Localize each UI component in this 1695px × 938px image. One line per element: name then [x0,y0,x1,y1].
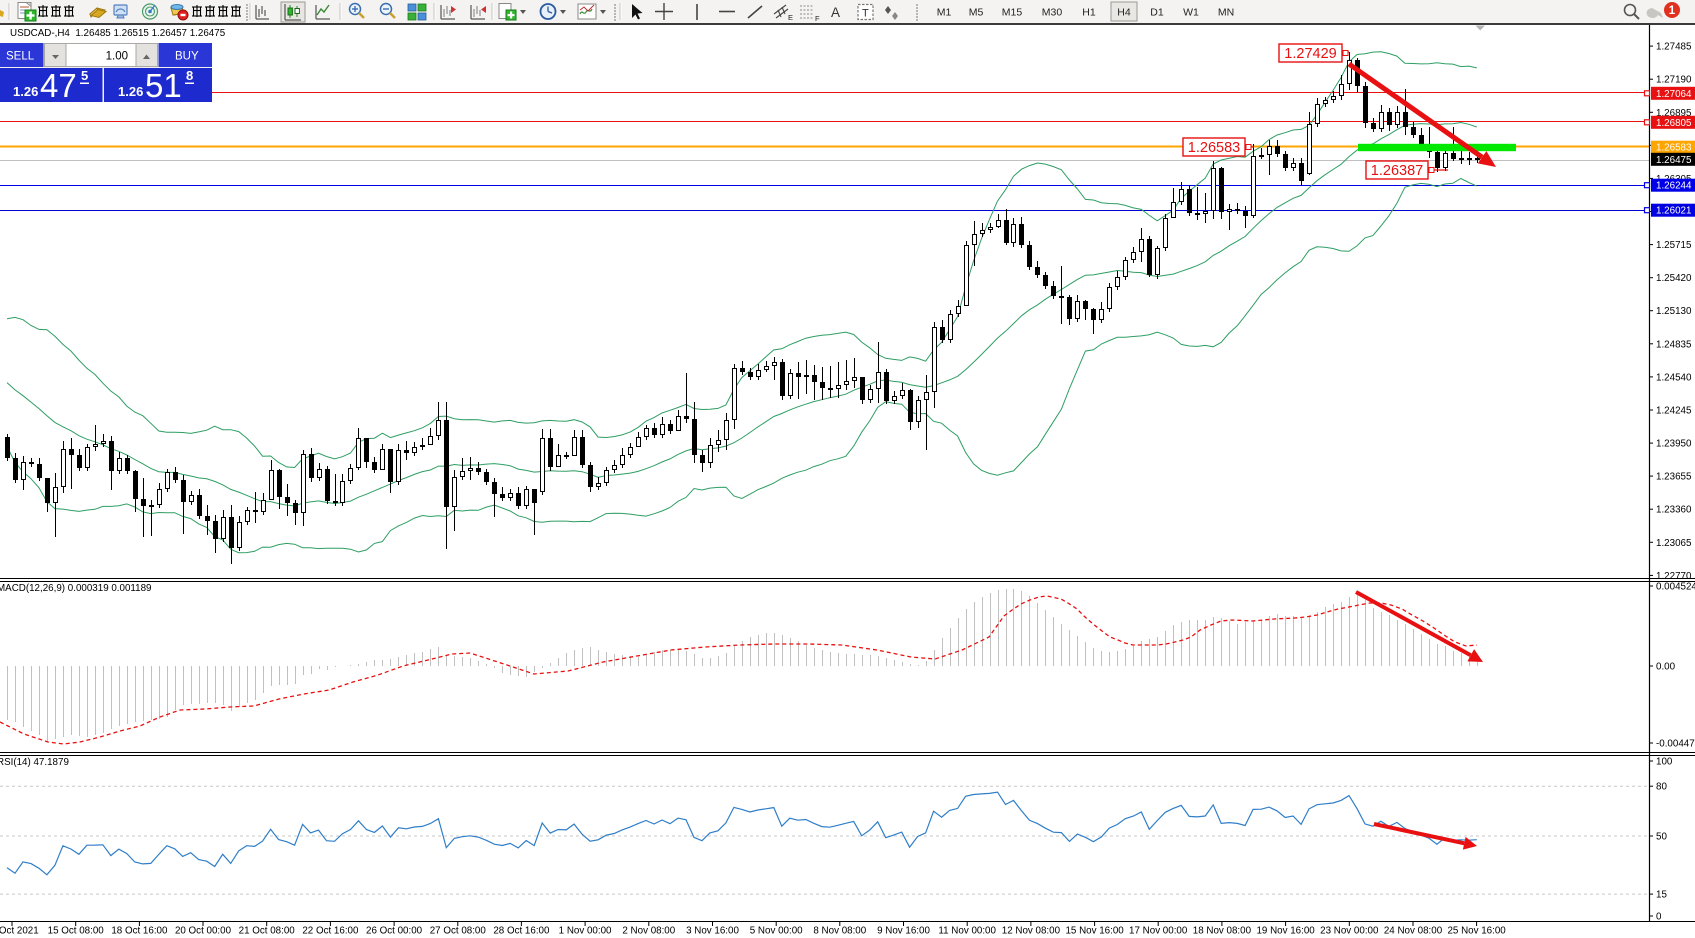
svg-text:1.24835: 1.24835 [1656,339,1692,350]
svg-text:F: F [815,14,820,23]
svg-text:17 Nov 00:00: 17 Nov 00:00 [1129,926,1188,937]
svg-text:24 Nov 08:00: 24 Nov 08:00 [1384,926,1443,937]
svg-text:1.26895: 1.26895 [1656,108,1692,119]
svg-text:1.24245: 1.24245 [1656,406,1692,417]
svg-text:1.24540: 1.24540 [1656,372,1692,383]
svg-text:15 Nov 16:00: 15 Nov 16:00 [1065,926,1124,937]
svg-text:100: 100 [1656,757,1673,768]
svg-text:12 Nov 08:00: 12 Nov 08:00 [1002,926,1061,937]
svg-text:1.26244: 1.26244 [1656,181,1692,192]
svg-text:3 Nov 16:00: 3 Nov 16:00 [686,926,739,937]
svg-text:1.27190: 1.27190 [1656,75,1692,86]
svg-text:1.27429: 1.27429 [1284,46,1336,62]
svg-text:5: 5 [81,68,88,83]
svg-text:-0.00447: -0.00447 [1656,739,1695,750]
svg-text:1.27064: 1.27064 [1656,89,1692,100]
svg-text:1: 1 [1669,5,1676,17]
svg-text:26 Oct 00:00: 26 Oct 00:00 [366,926,423,937]
svg-text:20 Oct 00:00: 20 Oct 00:00 [175,926,232,937]
svg-text:0.004524: 0.004524 [1656,582,1695,593]
svg-text:M15: M15 [1002,7,1023,19]
svg-text:27 Oct 08:00: 27 Oct 08:00 [430,926,487,937]
svg-text:H4: H4 [1117,7,1131,19]
svg-text:1.27485: 1.27485 [1656,42,1692,53]
svg-text:T: T [862,8,869,20]
svg-text:1 Nov 00:00: 1 Nov 00:00 [559,926,612,937]
svg-text:1.26805: 1.26805 [1656,118,1692,129]
svg-text:8: 8 [186,68,193,83]
svg-text:8 Nov 08:00: 8 Nov 08:00 [813,926,866,937]
svg-text:H1: H1 [1082,7,1096,19]
svg-text:1.22770: 1.22770 [1656,571,1692,582]
svg-text:1.23065: 1.23065 [1656,538,1692,549]
svg-text:W1: W1 [1183,7,1199,19]
svg-text:23 Nov 00:00: 23 Nov 00:00 [1320,926,1379,937]
svg-text:MACD(12,26,9) 0.000319 0.00118: MACD(12,26,9) 0.000319 0.001189 [0,583,152,594]
svg-text:RSI(14) 47.1879: RSI(14) 47.1879 [0,757,69,768]
svg-text:18 Oct 16:00: 18 Oct 16:00 [111,926,168,937]
svg-text:5 Nov 00:00: 5 Nov 00:00 [750,926,803,937]
svg-text:1.26583: 1.26583 [1656,143,1692,154]
svg-text:11 Nov 00:00: 11 Nov 00:00 [938,926,996,937]
svg-text:E: E [788,13,793,22]
svg-text:1.26583: 1.26583 [1188,140,1240,156]
svg-text:2 Nov 08:00: 2 Nov 08:00 [622,926,675,937]
svg-text:47: 47 [40,67,77,104]
svg-text:1.25715: 1.25715 [1656,240,1692,251]
svg-text:1.26: 1.26 [13,84,38,99]
svg-text:1.23655: 1.23655 [1656,472,1692,483]
svg-text:M5: M5 [969,7,984,19]
svg-text:D1: D1 [1150,7,1164,19]
svg-text:25 Nov 16:00: 25 Nov 16:00 [1447,926,1506,937]
svg-text:SELL: SELL [6,51,35,63]
svg-text:1.26: 1.26 [118,84,143,99]
svg-text:1.23950: 1.23950 [1656,439,1692,450]
svg-text:1.26475: 1.26475 [1656,155,1692,166]
svg-text:80: 80 [1656,782,1667,793]
svg-text:14 Oct 2021: 14 Oct 2021 [0,926,39,937]
svg-text:A: A [831,5,840,20]
svg-text:M30: M30 [1042,7,1063,19]
svg-text:0.00: 0.00 [1656,662,1676,673]
svg-text:9 Nov 16:00: 9 Nov 16:00 [877,926,930,937]
svg-text:15 Oct 08:00: 15 Oct 08:00 [48,926,105,937]
svg-text:USDCAD-,H4 1.26485 1.26515 1.: USDCAD-,H4 1.26485 1.26515 1.26457 1.264… [10,28,226,39]
svg-text:1.26021: 1.26021 [1656,206,1691,217]
svg-text:28 Oct 16:00: 28 Oct 16:00 [493,926,550,937]
svg-text:15: 15 [1656,890,1667,901]
svg-text:18 Nov 08:00: 18 Nov 08:00 [1193,926,1252,937]
svg-text:50: 50 [1656,832,1667,843]
svg-text:1.26387: 1.26387 [1371,163,1423,179]
svg-text:22 Oct 16:00: 22 Oct 16:00 [302,926,359,937]
svg-text:0: 0 [1656,912,1662,923]
svg-text:51: 51 [145,67,182,104]
svg-text:1.23360: 1.23360 [1656,505,1692,516]
svg-text:21 Oct 08:00: 21 Oct 08:00 [239,926,296,937]
svg-text:M1: M1 [937,7,952,19]
svg-text:MN: MN [1218,7,1234,19]
svg-text:1.00: 1.00 [106,51,128,63]
svg-text:1.25420: 1.25420 [1656,273,1692,284]
svg-text:BUY: BUY [175,51,199,63]
svg-text:19 Nov 16:00: 19 Nov 16:00 [1256,926,1315,937]
svg-text:1.25130: 1.25130 [1656,306,1692,317]
